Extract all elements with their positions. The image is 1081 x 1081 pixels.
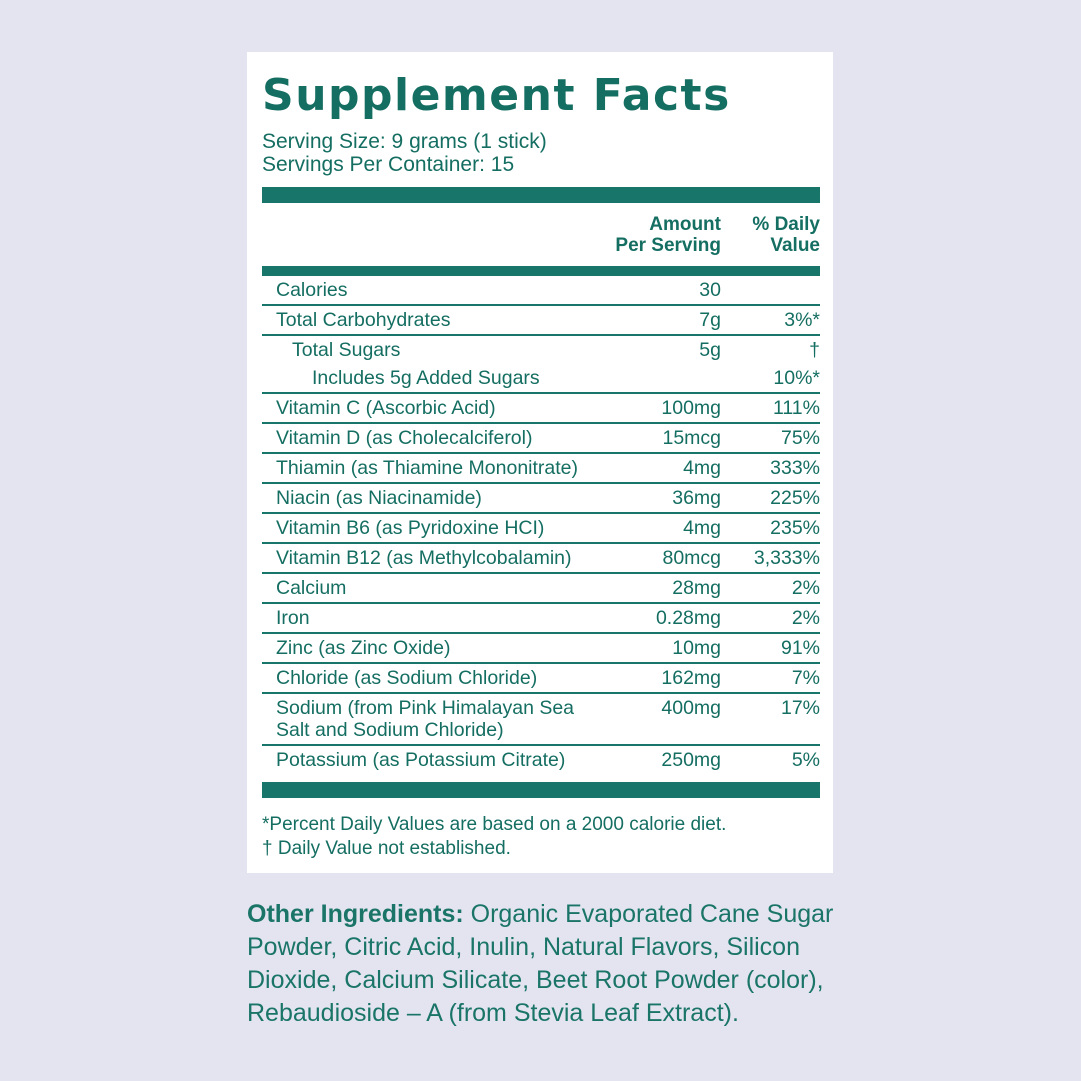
footnote-percent-daily-values: *Percent Daily Values are based on a 200… xyxy=(262,814,727,835)
nutrient-amount: 4mg xyxy=(683,517,721,539)
other-ingredients-label: Other Ingredients: xyxy=(247,900,464,928)
nutrient-name: Vitamin B6 (as Pyridoxine HCI) xyxy=(276,517,545,539)
nutrient-daily-value: 333% xyxy=(770,457,820,479)
table-row-total-carbohydrates: Total Carbohydrates 7g 3%* xyxy=(262,306,820,336)
nutrient-amount: 28mg xyxy=(672,577,721,599)
serving-size: Serving Size: 9 grams (1 stick) xyxy=(262,130,547,153)
nutrient-amount: 15mcg xyxy=(662,427,721,449)
divider-bar-bottom xyxy=(262,782,820,798)
nutrient-name: Potassium (as Potassium Citrate) xyxy=(276,749,566,771)
footnote-daily-value-not-established: † Daily Value not established. xyxy=(262,838,511,859)
nutrient-amount: 30 xyxy=(699,279,721,301)
nutrient-amount: 400mg xyxy=(661,697,721,719)
nutrient-daily-value: 5% xyxy=(791,749,820,771)
nutrient-amount: 7g xyxy=(699,309,721,331)
nutrient-name: Total Carbohydrates xyxy=(276,309,451,331)
servings-per-container: Servings Per Container: 15 xyxy=(262,153,515,176)
nutrient-amount: 4mg xyxy=(683,457,721,479)
nutrient-daily-value: 91% xyxy=(780,637,820,659)
table-row-zinc: Zinc (as Zinc Oxide) 10mg 91% xyxy=(262,634,820,664)
table-row-thiamin: Thiamin (as Thiamine Mononitrate) 4mg 33… xyxy=(262,454,820,484)
nutrient-daily-value: 2% xyxy=(791,577,820,599)
table-row-vitamin-b6: Vitamin B6 (as Pyridoxine HCI) 4mg 235% xyxy=(262,514,820,544)
table-row-calcium: Calcium 28mg 2% xyxy=(262,574,820,604)
nutrient-daily-value: 2% xyxy=(791,607,820,629)
nutrient-name: Calcium xyxy=(276,577,347,599)
nutrient-daily-value: 10%* xyxy=(773,367,820,389)
nutrient-daily-value: 3%* xyxy=(784,309,820,331)
table-row-vitamin-d: Vitamin D (as Cholecalciferol) 15mcg 75% xyxy=(262,424,820,454)
table-row-iron: Iron 0.28mg 2% xyxy=(262,604,820,634)
nutrient-name: Includes 5g Added Sugars xyxy=(312,367,540,389)
nutrient-name: Vitamin D (as Cholecalciferol) xyxy=(276,427,533,449)
column-headers: Amount Per Serving % Daily Value xyxy=(262,203,820,266)
nutrient-daily-value: 75% xyxy=(780,427,820,449)
nutrient-amount: 10mg xyxy=(672,637,721,659)
column-header-amount: Amount Per Serving xyxy=(615,214,721,256)
nutrient-amount: 162mg xyxy=(661,667,721,689)
nutrient-amount: 36mg xyxy=(672,487,721,509)
table-row-vitamin-b12: Vitamin B12 (as Methylcobalamin) 80mcg 3… xyxy=(262,544,820,574)
table-row-added-sugars: Includes 5g Added Sugars 10%* xyxy=(262,364,820,394)
other-ingredients-paragraph: Other Ingredients: Organic Evaporated Ca… xyxy=(247,898,835,1030)
nutrient-daily-value: 7% xyxy=(791,667,820,689)
nutrient-name: Total Sugars xyxy=(292,339,401,361)
nutrient-daily-value: 111% xyxy=(773,397,820,419)
nutrient-daily-value: 225% xyxy=(770,487,820,509)
footnotes: *Percent Daily Values are based on a 200… xyxy=(262,813,820,861)
panel-title: Supplement Facts xyxy=(262,70,731,121)
table-row-vitamin-c: Vitamin C (Ascorbic Acid) 100mg 111% xyxy=(262,394,820,424)
nutrient-daily-value: 17% xyxy=(780,697,820,719)
column-header-spacer xyxy=(262,214,591,256)
nutrient-name: Niacin (as Niacinamide) xyxy=(276,487,482,509)
nutrient-name: Vitamin B12 (as Methylcobalamin) xyxy=(276,547,572,569)
nutrient-name: Calories xyxy=(276,279,348,301)
nutrient-amount: 100mg xyxy=(661,397,721,419)
supplement-facts-panel: Supplement Facts Serving Size: 9 grams (… xyxy=(247,52,833,873)
table-row-niacin: Niacin (as Niacinamide) 36mg 225% xyxy=(262,484,820,514)
nutrient-name: Sodium (from Pink Himalayan Sea Salt and… xyxy=(276,697,575,741)
table-row-potassium: Potassium (as Potassium Citrate) 250mg 5… xyxy=(262,746,820,774)
nutrient-name: Thiamin (as Thiamine Mononitrate) xyxy=(276,457,579,479)
nutrient-name: Chloride (as Sodium Chloride) xyxy=(276,667,538,689)
divider-bar-top xyxy=(262,187,820,203)
nutrient-amount: 250mg xyxy=(661,749,721,771)
nutrient-table: Calories 30 Total Carbohydrates 7g 3%* T… xyxy=(262,276,820,774)
table-row-total-sugars: Total Sugars 5g † xyxy=(262,336,820,364)
nutrient-daily-value: 3,333% xyxy=(753,547,820,569)
nutrient-amount: 80mcg xyxy=(662,547,721,569)
table-row-calories: Calories 30 xyxy=(262,276,820,306)
other-ingredients-text: Organic Evaporated Cane Sugar Powder, Ci… xyxy=(247,900,834,1027)
column-header-daily-value: % Daily Value xyxy=(752,214,820,256)
nutrient-amount: 5g xyxy=(699,339,721,361)
divider-bar-header xyxy=(262,266,820,276)
nutrient-daily-value: † xyxy=(809,339,820,361)
nutrient-amount: 0.28mg xyxy=(655,607,721,629)
serving-info: Serving Size: 9 grams (1 stick) Servings… xyxy=(262,130,820,176)
table-row-sodium: Sodium (from Pink Himalayan Sea Salt and… xyxy=(262,694,820,746)
nutrient-name: Zinc (as Zinc Oxide) xyxy=(276,637,451,659)
nutrient-name: Vitamin C (Ascorbic Acid) xyxy=(276,397,496,419)
nutrient-name: Iron xyxy=(276,607,310,629)
nutrient-daily-value: 235% xyxy=(770,517,820,539)
table-row-chloride: Chloride (as Sodium Chloride) 162mg 7% xyxy=(262,664,820,694)
